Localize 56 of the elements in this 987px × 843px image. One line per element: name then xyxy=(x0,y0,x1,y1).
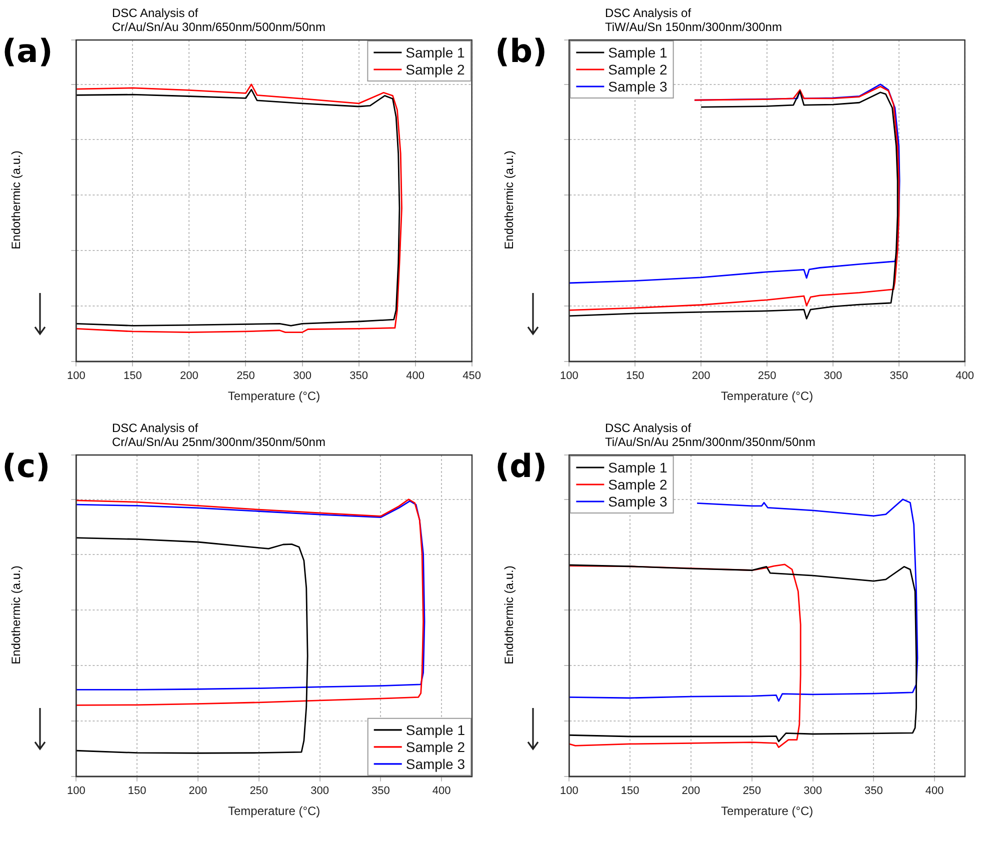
x-tick-label: 200 xyxy=(180,370,198,382)
legend-label: Sample 3 xyxy=(406,756,466,772)
text: (c) xyxy=(2,447,50,485)
x-tick-label: 150 xyxy=(124,370,142,382)
legend-label: Sample 1 xyxy=(608,459,668,476)
legend-label: Sample 3 xyxy=(608,78,668,94)
x-tick-label: 450 xyxy=(462,370,482,382)
legend-label: Sample 3 xyxy=(608,493,668,510)
x-tick-label: 150 xyxy=(128,785,146,798)
x-tick-label: 200 xyxy=(692,370,710,382)
legend-label: Sample 2 xyxy=(608,476,668,492)
x-tick-label: 100 xyxy=(560,785,578,798)
x-tick-label: 350 xyxy=(890,370,908,382)
y-axis-title: Endothermic (a.u.) xyxy=(502,566,516,664)
y-axis-title: Endothermic (a.u.) xyxy=(502,150,516,250)
chart-title: DSC Analysis of Cr/Au/Sn/Au 30nm/650nm/500nm/50nm xyxy=(112,6,326,34)
legend-label: Sample 1 xyxy=(608,44,668,60)
x-tick-label: 300 xyxy=(293,370,312,382)
x-tick-label: 300 xyxy=(824,370,842,382)
legend-label: Sample 1 xyxy=(406,722,466,738)
x-tick-label: 250 xyxy=(742,785,762,798)
x-tick-label: 200 xyxy=(188,785,208,798)
x-tick-label: 250 xyxy=(758,370,776,382)
x-tick-label: 350 xyxy=(350,370,368,382)
x-tick-label: 400 xyxy=(406,370,424,382)
x-tick-label: 400 xyxy=(432,785,451,798)
x-tick-label: 150 xyxy=(626,370,644,382)
x-tick-label: 350 xyxy=(864,785,883,798)
legend-label: Sample 2 xyxy=(406,738,466,755)
x-tick-label: 250 xyxy=(250,785,268,798)
y-axis-title: Endothermic (a.u.) xyxy=(9,150,23,250)
legend-label: Sample 2 xyxy=(608,61,668,78)
legend-label: Sample 1 xyxy=(406,44,466,60)
x-tick-label: 400 xyxy=(956,370,974,382)
x-axis-title: Temperature (°C) xyxy=(720,389,814,404)
x-tick-label: 100 xyxy=(66,785,86,798)
text: (b) xyxy=(495,32,548,70)
text: (a) xyxy=(2,32,53,70)
x-axis-title: Temperature (°C) xyxy=(721,804,814,818)
x-axis-title: Temperature (°C) xyxy=(228,804,320,818)
x-tick-label: 100 xyxy=(66,370,86,382)
chart-title: DSC Analysis of Ti/Au/Sn/Au 25nm/300nm/350nm/50nm xyxy=(605,421,816,449)
x-tick-label: 400 xyxy=(925,785,944,798)
x-tick-label: 200 xyxy=(682,785,700,798)
x-tick-label: 300 xyxy=(804,785,822,798)
text: (d) xyxy=(495,447,548,485)
chart-title: DSC Analysis of TiW/Au/Sn 150nm/300nm/300nm xyxy=(605,6,782,34)
x-tick-label: 250 xyxy=(236,370,255,382)
x-tick-label: 350 xyxy=(371,785,390,798)
y-axis-title: Endothermic (a.u.) xyxy=(9,566,23,664)
x-tick-label: 300 xyxy=(310,785,329,798)
x-tick-label: 100 xyxy=(560,370,578,382)
chart-title: DSC Analysis of Cr/Au/Sn/Au 25nm/300nm/350nm/50nm xyxy=(112,421,326,449)
legend-label: Sample 2 xyxy=(406,61,466,78)
x-tick-label: 150 xyxy=(620,785,640,798)
x-axis-title: Temperature (°C) xyxy=(228,389,320,404)
